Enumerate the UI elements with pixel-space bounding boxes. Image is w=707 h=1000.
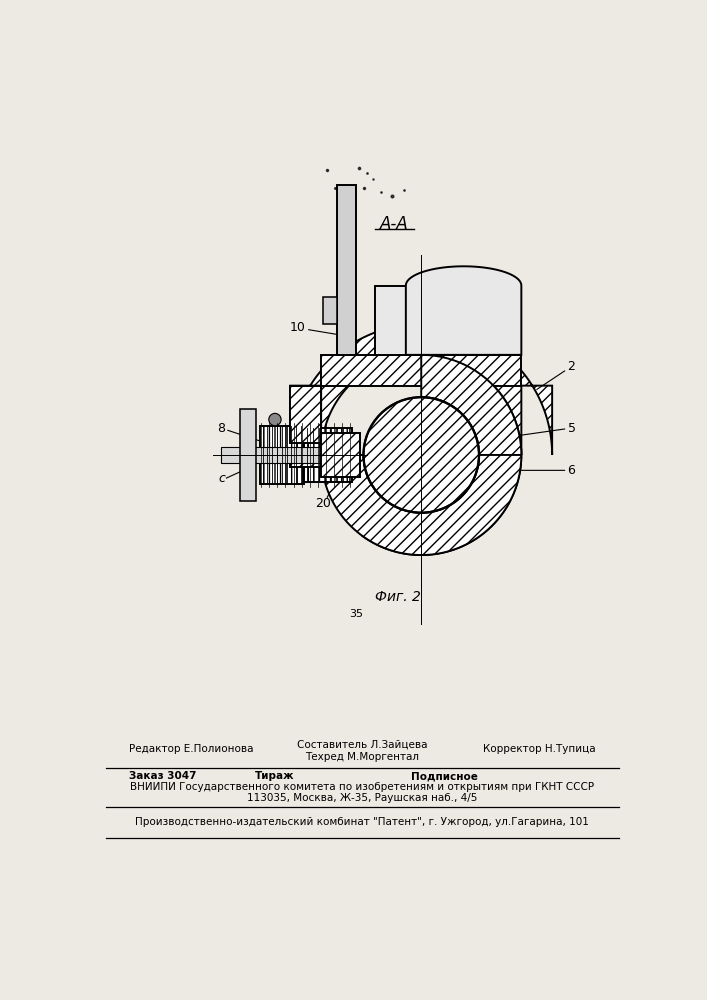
Text: 5: 5: [518, 422, 575, 436]
Polygon shape: [406, 266, 521, 355]
Text: 8: 8: [217, 422, 267, 443]
Text: 2: 2: [537, 360, 575, 389]
Polygon shape: [322, 297, 337, 324]
Text: 11: 11: [344, 497, 360, 510]
Text: 113035, Москва, Ж-35, Раушская наб., 4/5: 113035, Москва, Ж-35, Раушская наб., 4/5: [247, 793, 477, 803]
Text: Подписное: Подписное: [411, 771, 478, 781]
Polygon shape: [221, 447, 321, 463]
Polygon shape: [291, 455, 321, 466]
Text: Тираж: Тираж: [255, 771, 295, 781]
Text: Составитель Л.Зайцева: Составитель Л.Зайцева: [297, 739, 427, 749]
Polygon shape: [321, 433, 360, 477]
Text: 6: 6: [479, 464, 575, 477]
Polygon shape: [240, 409, 256, 501]
Text: c: c: [218, 472, 225, 485]
Text: Редактор Е.Полионова: Редактор Е.Полионова: [129, 744, 253, 754]
Text: ВНИИПИ Государственного комитета по изобретениям и открытиям при ГКНТ СССР: ВНИИПИ Государственного комитета по изоб…: [130, 782, 594, 792]
Text: Производственно-издательский комбинат "Патент", г. Ужгород, ул.Гагарина, 101: Производственно-издательский комбинат "П…: [135, 817, 589, 827]
Circle shape: [363, 397, 479, 513]
Text: Техред М.Моргентал: Техред М.Моргентал: [305, 752, 419, 762]
Text: А-А: А-А: [380, 215, 409, 233]
Polygon shape: [304, 428, 352, 482]
Polygon shape: [375, 286, 406, 355]
Text: 35: 35: [349, 609, 363, 619]
Polygon shape: [321, 455, 521, 555]
Polygon shape: [321, 355, 521, 386]
Polygon shape: [259, 426, 304, 484]
Circle shape: [269, 413, 281, 426]
Text: Заказ 3047: Заказ 3047: [129, 771, 196, 781]
Polygon shape: [363, 355, 521, 555]
Polygon shape: [337, 185, 356, 355]
Text: 10: 10: [290, 321, 344, 336]
Text: 20: 20: [315, 497, 332, 510]
Polygon shape: [291, 324, 552, 455]
Text: Корректор Н.Тупица: Корректор Н.Тупица: [484, 744, 596, 754]
Polygon shape: [291, 386, 321, 443]
Text: Фиг. 2: Фиг. 2: [375, 590, 421, 604]
